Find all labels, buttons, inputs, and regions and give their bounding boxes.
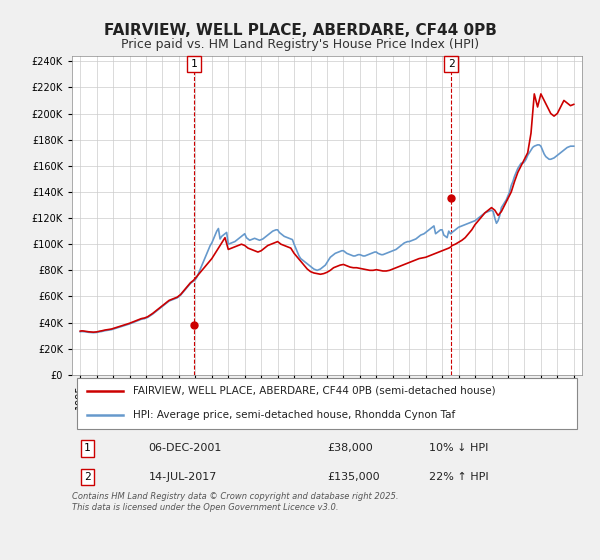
Text: FAIRVIEW, WELL PLACE, ABERDARE, CF44 0PB (semi-detached house): FAIRVIEW, WELL PLACE, ABERDARE, CF44 0PB… (133, 386, 496, 396)
Text: 06-DEC-2001: 06-DEC-2001 (149, 444, 222, 454)
Text: £38,000: £38,000 (327, 444, 373, 454)
Text: 1: 1 (191, 59, 197, 69)
Text: Price paid vs. HM Land Registry's House Price Index (HPI): Price paid vs. HM Land Registry's House … (121, 38, 479, 52)
Text: 22% ↑ HPI: 22% ↑ HPI (429, 472, 488, 482)
Text: 2: 2 (84, 472, 91, 482)
Text: 14-JUL-2017: 14-JUL-2017 (149, 472, 217, 482)
Text: 10% ↓ HPI: 10% ↓ HPI (429, 444, 488, 454)
Text: FAIRVIEW, WELL PLACE, ABERDARE, CF44 0PB: FAIRVIEW, WELL PLACE, ABERDARE, CF44 0PB (104, 24, 496, 38)
Text: Contains HM Land Registry data © Crown copyright and database right 2025.
This d: Contains HM Land Registry data © Crown c… (72, 492, 398, 512)
Text: 1: 1 (84, 444, 91, 454)
Text: HPI: Average price, semi-detached house, Rhondda Cynon Taf: HPI: Average price, semi-detached house,… (133, 410, 455, 420)
Text: £135,000: £135,000 (327, 472, 380, 482)
Text: 2: 2 (448, 59, 454, 69)
FancyBboxPatch shape (77, 378, 577, 430)
